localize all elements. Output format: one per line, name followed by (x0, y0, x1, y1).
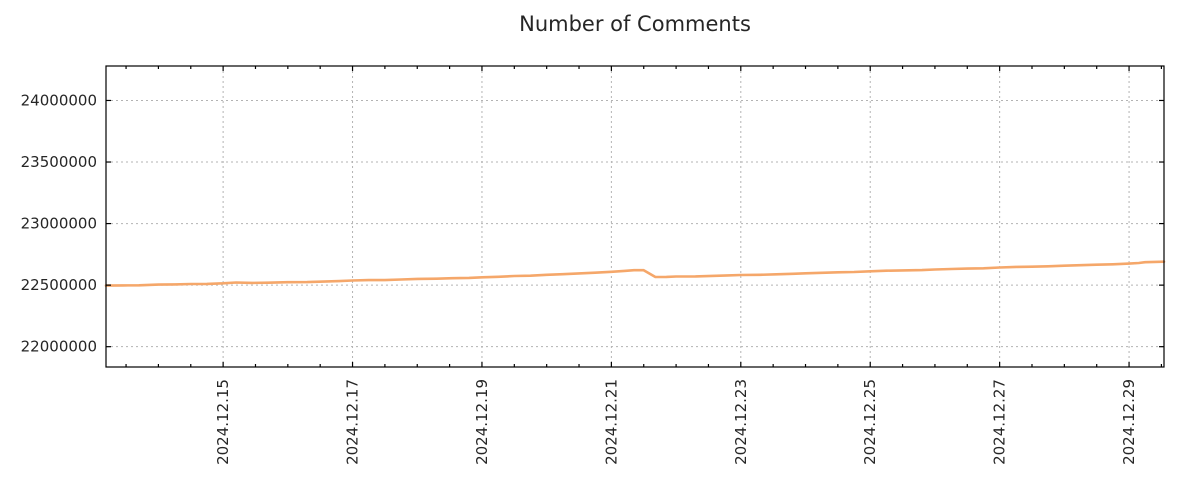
x-tick-label: 2024.12.21 (602, 379, 620, 465)
x-tick-label: 2024.12.29 (1120, 379, 1138, 465)
y-tick-label: 22000000 (21, 338, 97, 356)
x-tick-label: 2024.12.23 (732, 379, 750, 465)
x-tick-label: 2024.12.19 (473, 379, 491, 465)
y-tick-label: 23500000 (21, 153, 97, 171)
series-line-comments (104, 260, 1166, 287)
y-tick-label: 23000000 (21, 215, 97, 233)
y-tick-label: 24000000 (21, 91, 97, 109)
x-tick-label: 2024.12.15 (214, 379, 232, 465)
y-tick-label: 22500000 (21, 276, 97, 294)
chart-title: Number of Comments (519, 12, 751, 36)
x-tick-label: 2024.12.25 (861, 379, 879, 465)
plot-border (105, 65, 1165, 368)
x-tick-label: 2024.12.17 (344, 379, 362, 465)
x-tick-label: 2024.12.27 (991, 379, 1009, 465)
